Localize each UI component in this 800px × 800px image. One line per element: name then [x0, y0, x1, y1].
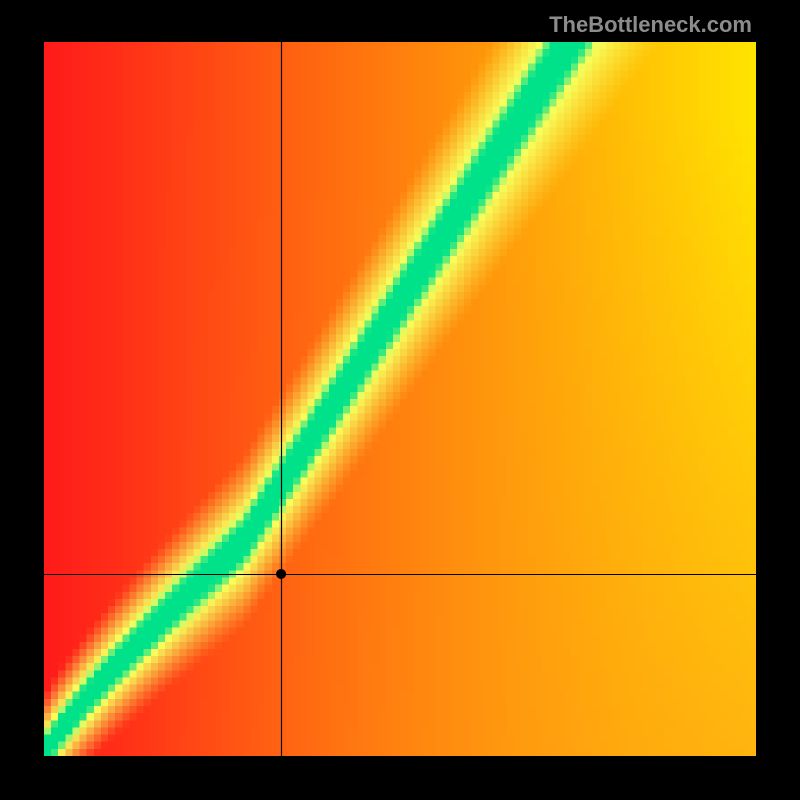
crosshair-overlay: [44, 42, 756, 756]
watermark-text: TheBottleneck.com: [549, 12, 752, 38]
